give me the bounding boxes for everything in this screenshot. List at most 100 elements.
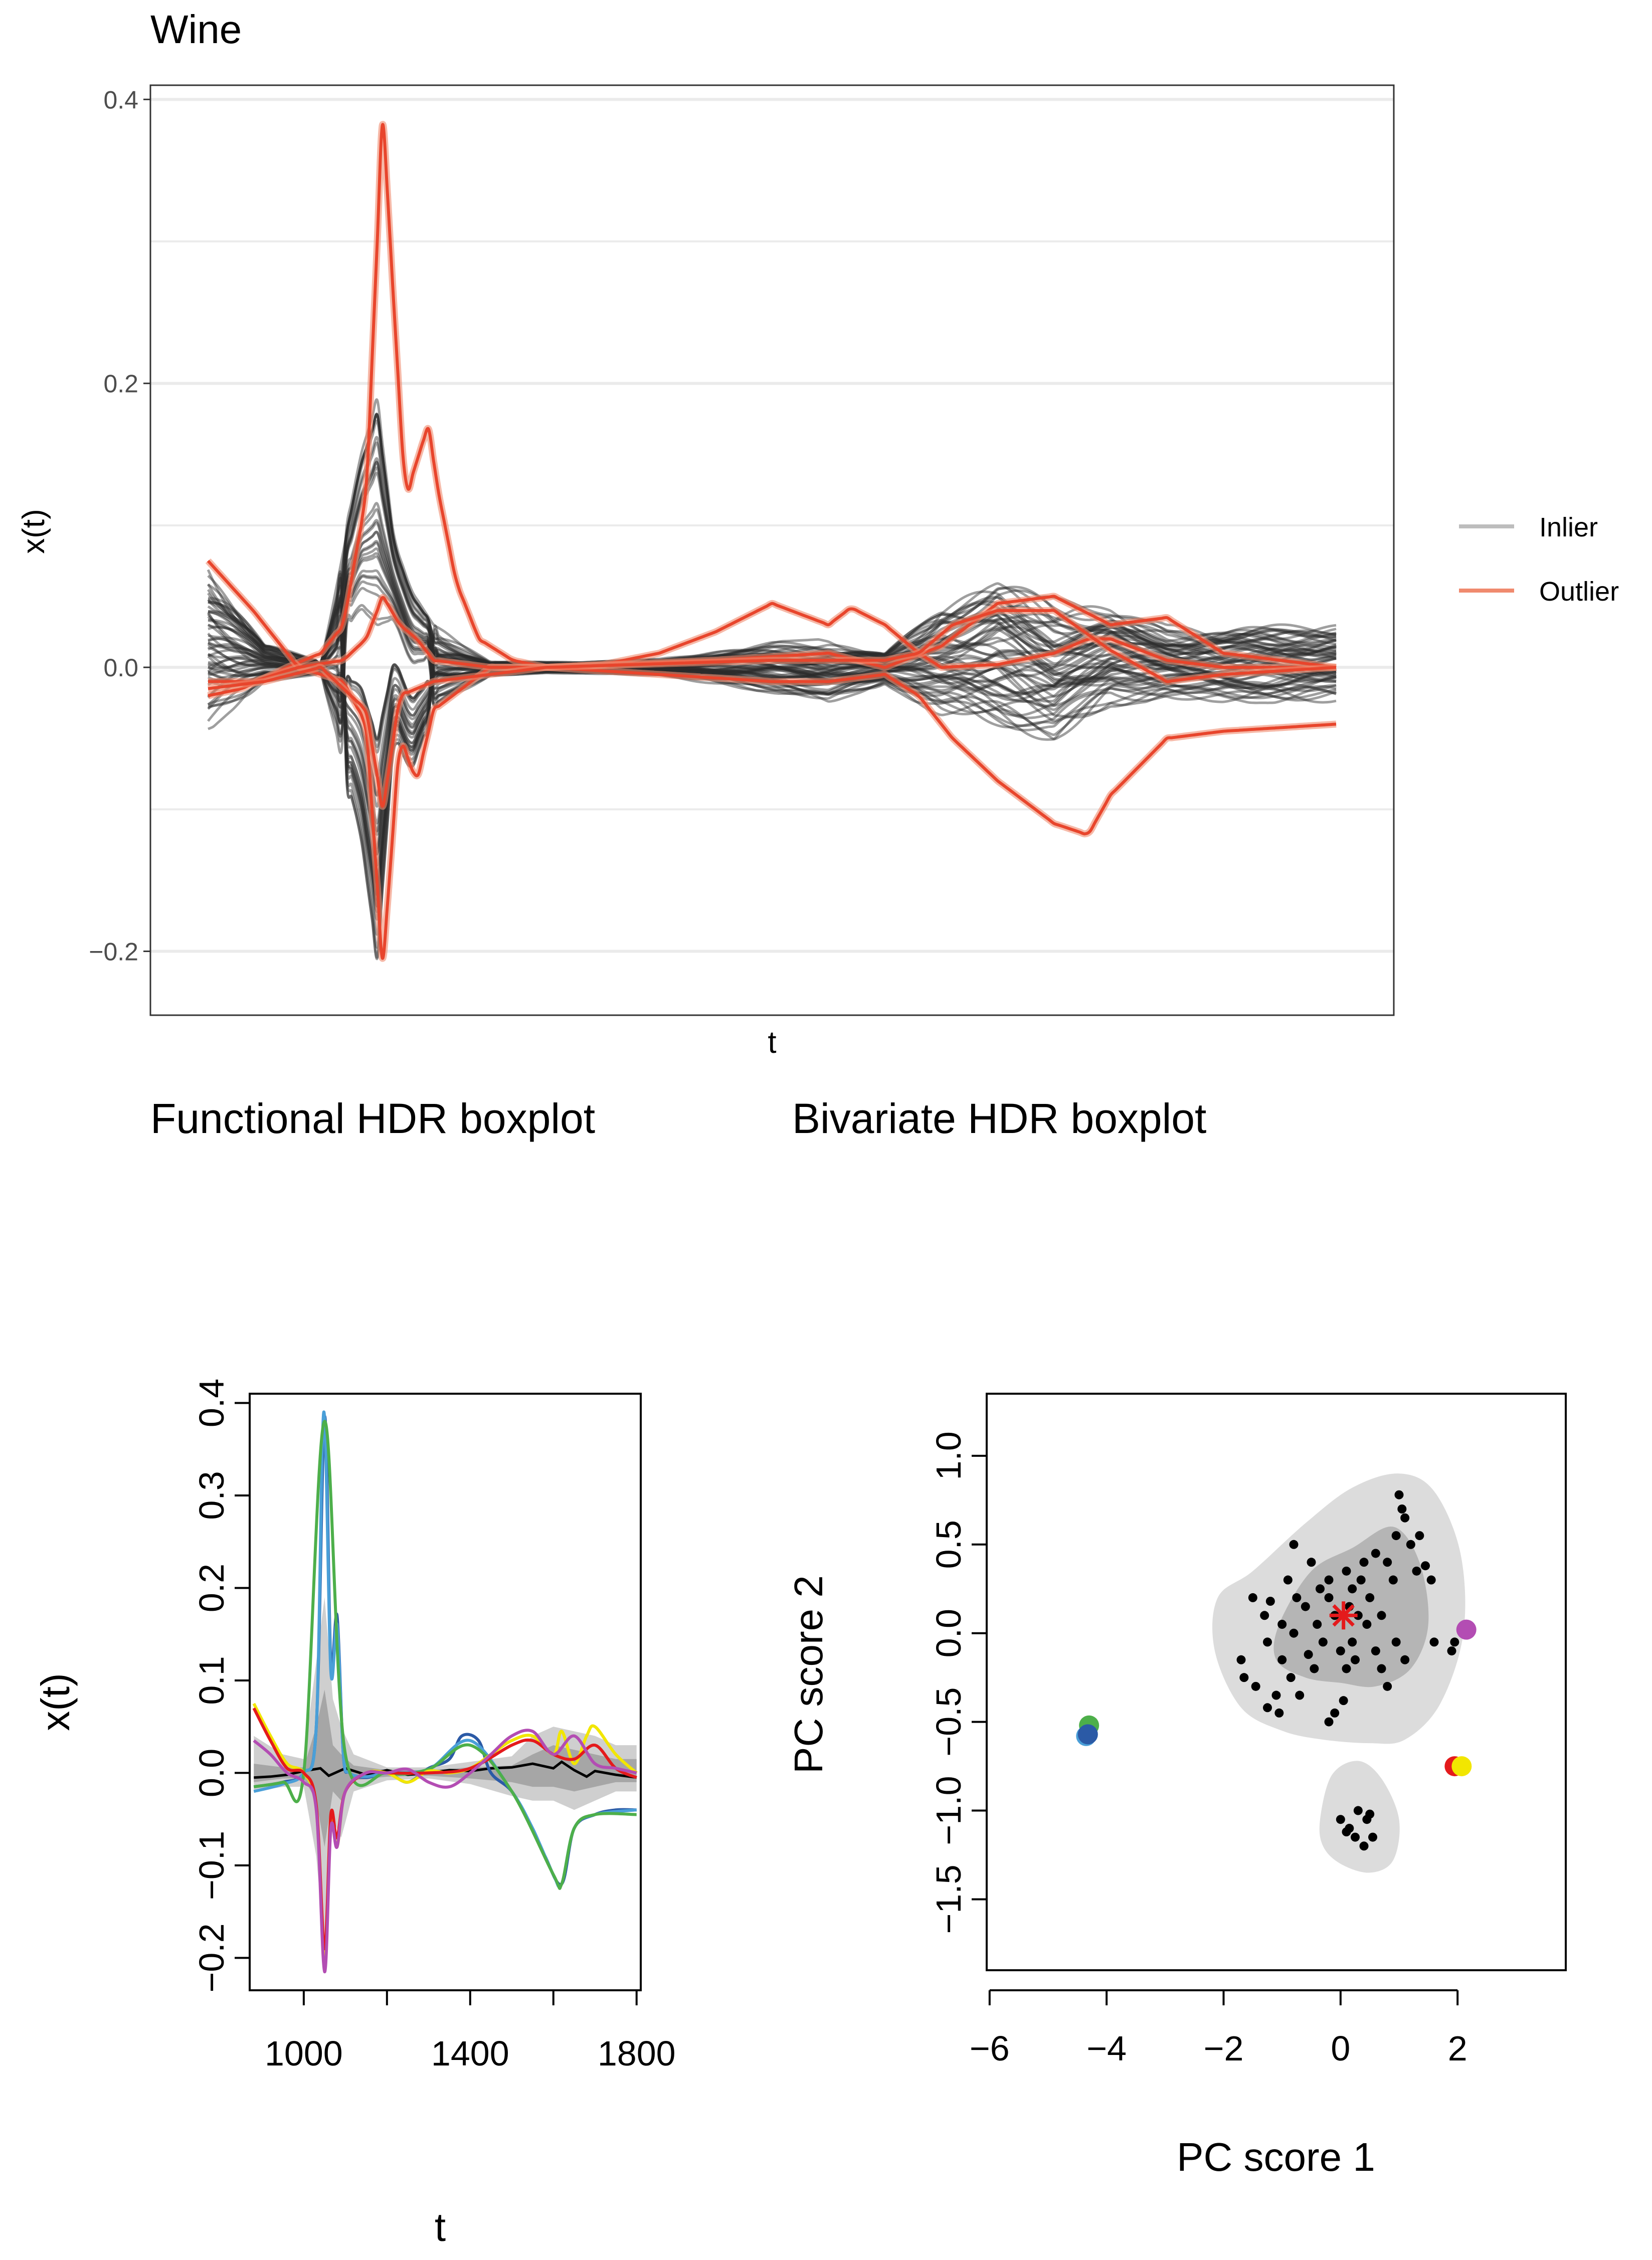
top-y-axis-label: x(t) bbox=[17, 509, 51, 554]
data-point bbox=[1277, 1620, 1287, 1629]
data-point bbox=[1324, 1593, 1334, 1602]
bivariate-x-tick-label: 2 bbox=[1448, 2029, 1467, 2068]
data-point bbox=[1348, 1637, 1357, 1647]
functional-y-tick-label: 0.2 bbox=[192, 1564, 231, 1612]
data-point bbox=[1415, 1531, 1424, 1541]
data-point bbox=[1263, 1637, 1272, 1647]
top-y-tick-label: 0.4 bbox=[103, 86, 138, 114]
bivariate-x-tick-label: −6 bbox=[970, 2029, 1010, 2068]
top-y-tick-label: −0.2 bbox=[89, 938, 138, 966]
data-point bbox=[1263, 1703, 1272, 1713]
outlier-late-low bbox=[208, 596, 1337, 836]
top-y-axis: −0.2 0.0 0.2 0.4 bbox=[89, 86, 150, 966]
outlier-point-yellow bbox=[1451, 1756, 1472, 1777]
functional-y-tick-label: 0.3 bbox=[192, 1471, 231, 1520]
data-point bbox=[1277, 1655, 1287, 1664]
bivariate-hdr-plot: −1.5 −1.0 −0.5 0.0 0.5 1.0 −6 −4 −2 0 2 bbox=[929, 1393, 1567, 2068]
inlier-curve bbox=[207, 530, 1337, 691]
data-point bbox=[1450, 1637, 1459, 1647]
data-point bbox=[1342, 1566, 1351, 1576]
inlier-curve bbox=[208, 519, 1337, 682]
inlier-curve bbox=[207, 412, 1337, 666]
data-point bbox=[1324, 1717, 1334, 1727]
data-point bbox=[1330, 1708, 1340, 1718]
data-point bbox=[1236, 1655, 1246, 1664]
top-curves bbox=[205, 121, 1337, 962]
data-point bbox=[1356, 1575, 1366, 1585]
functional-panel-title: Functional HDR boxplot bbox=[150, 1095, 595, 1142]
hdr-50-band bbox=[254, 1689, 637, 1847]
outlier-point-magenta bbox=[1456, 1619, 1477, 1640]
data-point bbox=[1400, 1513, 1410, 1523]
data-point bbox=[1274, 1708, 1284, 1718]
inlier-curve bbox=[208, 508, 1337, 677]
inlier-curve bbox=[208, 580, 1337, 719]
top-x-axis-label: t bbox=[768, 1025, 776, 1060]
functional-y-axis-label: x(t) bbox=[33, 1673, 78, 1731]
data-point bbox=[1377, 1611, 1386, 1620]
inlier-curve bbox=[208, 547, 1337, 708]
bivariate-x-tick-label: −4 bbox=[1086, 2029, 1127, 2068]
functional-y-tick-label: −0.1 bbox=[192, 1831, 231, 1900]
data-point bbox=[1283, 1575, 1293, 1585]
data-point bbox=[1412, 1566, 1421, 1576]
data-point bbox=[1307, 1558, 1316, 1567]
bivariate-x-tick-label: 0 bbox=[1331, 2029, 1350, 2068]
inlier-curve bbox=[207, 420, 1337, 666]
data-point bbox=[1301, 1602, 1310, 1611]
data-point bbox=[1348, 1584, 1357, 1594]
data-point bbox=[1271, 1690, 1281, 1700]
data-point bbox=[1336, 1646, 1345, 1656]
data-point bbox=[1342, 1827, 1351, 1836]
data-point bbox=[1447, 1646, 1456, 1656]
modal-curve bbox=[254, 1760, 637, 1779]
bivariate-x-axis-label: PC score 1 bbox=[1177, 2135, 1375, 2179]
functional-x-tick-label: 1400 bbox=[431, 2034, 509, 2073]
functional-axes: −0.2 −0.1 0.0 0.1 0.2 0.3 0.4 1000 1400 1800 bbox=[192, 1379, 676, 2073]
data-point bbox=[1391, 1637, 1401, 1647]
functional-y-tick-label: −0.2 bbox=[192, 1923, 231, 1992]
magenta-outlier bbox=[253, 1729, 637, 1974]
data-point bbox=[1391, 1531, 1401, 1541]
bivariate-x-tick-label: −2 bbox=[1204, 2029, 1244, 2068]
bivariate-y-tick-label: 1.0 bbox=[929, 1431, 968, 1480]
data-point bbox=[1324, 1575, 1334, 1585]
data-point bbox=[1353, 1611, 1363, 1620]
top-plot: −0.2 0.0 0.2 0.4 bbox=[89, 84, 1395, 1016]
functional-y-tick-label: 0.0 bbox=[192, 1749, 231, 1797]
data-point bbox=[1368, 1832, 1377, 1842]
outlier-point-blue bbox=[1077, 1724, 1098, 1745]
data-point bbox=[1383, 1558, 1392, 1567]
data-point bbox=[1292, 1593, 1302, 1602]
inlier-curve bbox=[207, 413, 1337, 666]
bivariate-points bbox=[1076, 1490, 1477, 1851]
functional-hdr-plot: −0.2 −0.1 0.0 0.1 0.2 0.3 0.4 1000 1400 1800 bbox=[192, 1379, 676, 2073]
data-point bbox=[1429, 1637, 1439, 1647]
legend-label-inlier: Inlier bbox=[1539, 512, 1598, 542]
inlier-curve bbox=[208, 663, 1337, 740]
data-point bbox=[1260, 1611, 1269, 1620]
data-point bbox=[1318, 1637, 1328, 1647]
data-point bbox=[1251, 1681, 1260, 1691]
mode-marker-stroke bbox=[1332, 1604, 1355, 1627]
data-point bbox=[1383, 1681, 1392, 1691]
hdr-99-region bbox=[1319, 1761, 1400, 1873]
functional-x-tick-label: 1000 bbox=[265, 2034, 343, 2073]
data-point bbox=[1365, 1593, 1375, 1602]
inlier-curve bbox=[207, 574, 1337, 707]
inlier-curve bbox=[207, 666, 1337, 748]
inlier-curve bbox=[207, 664, 1337, 742]
data-point bbox=[1426, 1575, 1436, 1585]
bivariate-y-tick-label: −1.0 bbox=[929, 1776, 968, 1845]
bivariate-panel-title: Bivariate HDR boxplot bbox=[792, 1095, 1206, 1142]
data-point bbox=[1388, 1575, 1398, 1585]
bivariate-y-tick-label: −0.5 bbox=[929, 1687, 968, 1757]
top-plot-border bbox=[149, 84, 1395, 1016]
bivariate-y-axis-label: PC score 2 bbox=[786, 1575, 831, 1774]
data-point bbox=[1406, 1540, 1415, 1549]
data-point bbox=[1310, 1664, 1319, 1673]
data-point bbox=[1316, 1584, 1325, 1594]
data-point bbox=[1359, 1841, 1369, 1851]
inlier-curve bbox=[208, 413, 1337, 666]
